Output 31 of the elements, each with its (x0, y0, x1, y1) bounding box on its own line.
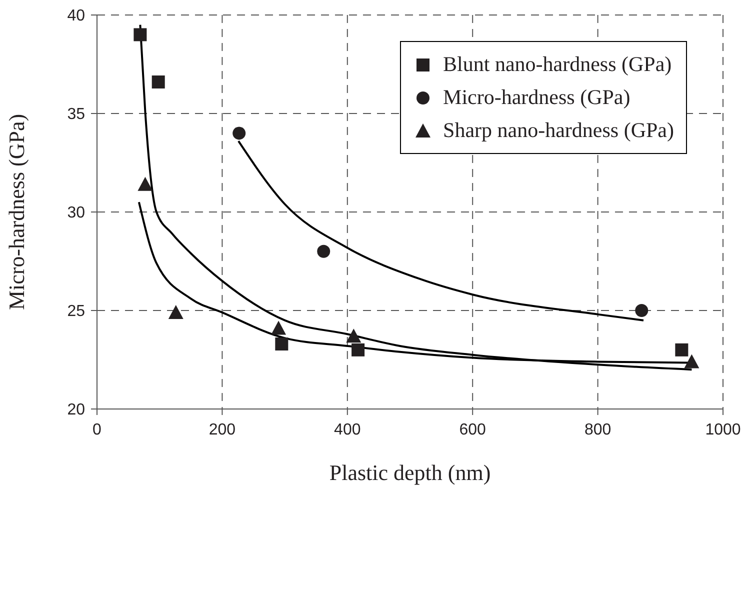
x-tick-label: 600 (459, 421, 486, 438)
point (275, 337, 288, 350)
y-tick-label: 25 (67, 303, 86, 320)
y-tick-label: 30 (67, 204, 86, 222)
x-tick-label: 800 (584, 421, 612, 438)
point (675, 343, 688, 356)
point (138, 176, 153, 191)
point (271, 320, 286, 335)
x-axis-title: Plastic depth (nm) (329, 460, 491, 485)
x-tick-label: 400 (334, 421, 361, 438)
y-tick-label: 40 (67, 8, 86, 25)
point (346, 328, 362, 343)
line-series (237, 140, 644, 322)
y-tick-label: 20 (67, 402, 86, 419)
point (635, 304, 648, 317)
legend-label: Blunt nano-hardness (GPa) (443, 52, 672, 77)
point (134, 28, 147, 42)
point (232, 126, 246, 140)
point (352, 343, 365, 356)
y-tick-label: 35 (67, 106, 86, 124)
x-tick-label: 1000 (705, 421, 741, 438)
x-tick-label: 0 (92, 421, 102, 438)
point (168, 304, 184, 319)
legend-label: Micro-hardness (GPa) (443, 85, 630, 110)
x-tick-label: 200 (208, 421, 236, 438)
point (152, 75, 165, 88)
legend-label: Sharp nano-hardness (GPa) (443, 118, 674, 143)
point (317, 244, 330, 258)
y-axis-title: Micro-hardness (GPa) (4, 114, 29, 310)
point (684, 354, 700, 368)
line-series (139, 24, 693, 371)
